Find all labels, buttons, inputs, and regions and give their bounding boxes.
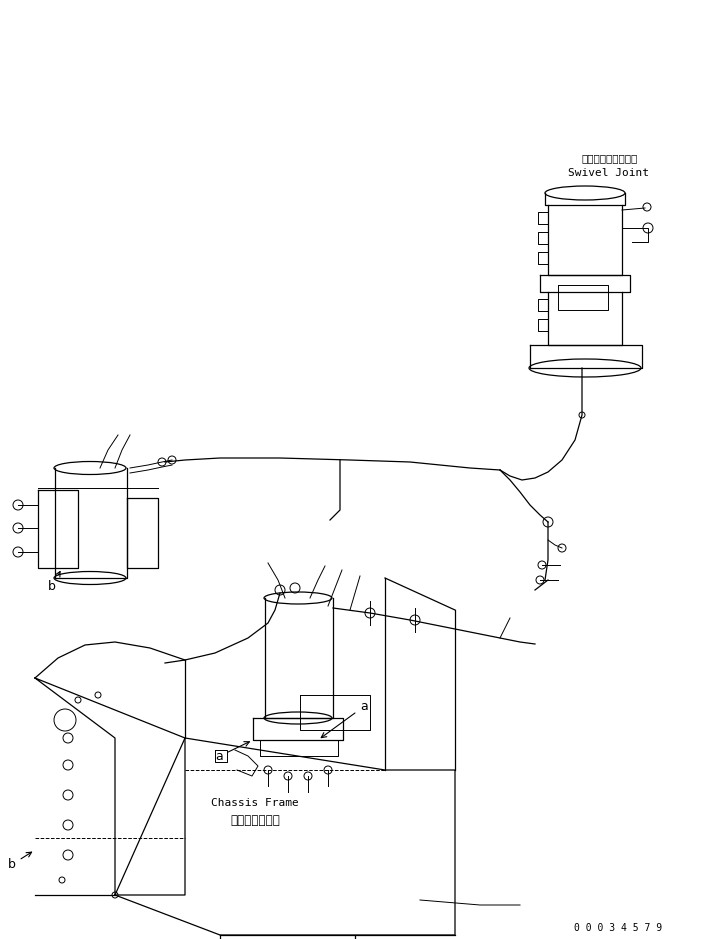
Text: 0 0 0 3 4 5 7 9: 0 0 0 3 4 5 7 9 (574, 923, 662, 933)
Text: Chassis Frame: Chassis Frame (211, 798, 299, 808)
Text: シャシフレーム: シャシフレーム (230, 813, 280, 826)
Text: スイベルジョイント: スイベルジョイント (582, 153, 638, 163)
Text: a: a (215, 742, 250, 763)
Text: a: a (321, 700, 368, 738)
Text: b: b (8, 852, 32, 871)
Text: b: b (48, 572, 60, 593)
Text: Swivel Joint: Swivel Joint (567, 168, 648, 178)
